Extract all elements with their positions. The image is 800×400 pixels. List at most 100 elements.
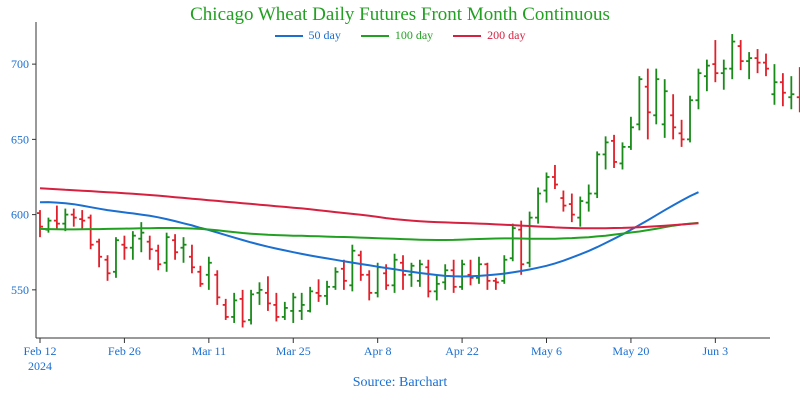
ohlc-bar-1 xyxy=(45,217,52,233)
ohlc-bar-15 xyxy=(163,232,170,272)
ohlc-bar-87 xyxy=(771,64,778,105)
ohlc-bar-43 xyxy=(400,255,406,290)
x-tick-label-5: Apr 22 xyxy=(445,344,479,358)
ohlc-bar-33 xyxy=(315,279,322,302)
ohlc-bar-44 xyxy=(408,262,415,287)
ohlc-bar-28 xyxy=(273,292,280,322)
ohlc-bar-88 xyxy=(779,73,786,107)
ohlc-bar-67 xyxy=(602,136,609,170)
ohlc-bar-6 xyxy=(87,214,94,250)
legend-item-50-day: 50 day xyxy=(274,28,341,43)
legend-swatch-200-day xyxy=(453,34,482,37)
ohlc-bar-73 xyxy=(653,68,660,125)
ohlc-bar-5 xyxy=(79,210,86,230)
ohlc-bar-59 xyxy=(535,187,542,224)
ohlc-bar-47 xyxy=(433,274,440,301)
ohlc-bar-37 xyxy=(349,244,356,292)
ohlc-bar-9 xyxy=(112,237,119,278)
ma-200-day-line xyxy=(39,187,699,230)
ohlc-bar-12 xyxy=(138,222,145,253)
ohlc-bar-84 xyxy=(746,52,753,80)
legend: 50 day 100 day 200 day xyxy=(0,28,800,43)
ohlc-bar-26 xyxy=(256,282,263,305)
ohlc-bar-35 xyxy=(332,267,339,290)
ohlc-bar-79 xyxy=(703,59,710,92)
legend-swatch-50-day xyxy=(274,34,303,37)
ohlc-bar-11 xyxy=(129,231,136,260)
ohlc-bar-10 xyxy=(121,235,128,260)
y-tick-label-550: 550 xyxy=(11,283,29,297)
ohlc-bar-8 xyxy=(104,255,111,281)
legend-item-200-day: 200 day xyxy=(453,28,525,43)
ohlc-bar-22 xyxy=(222,298,229,320)
x-tick-label-1: Feb 26 xyxy=(108,344,141,358)
ohlc-bar-17 xyxy=(180,237,187,263)
ohlc-bar-16 xyxy=(172,234,179,260)
ohlc-bar-13 xyxy=(146,235,153,260)
y-tick-label-600: 600 xyxy=(11,208,29,222)
ohlc-bar-64 xyxy=(577,196,584,227)
ohlc-bar-75 xyxy=(670,94,677,140)
ohlc-bar-30 xyxy=(290,292,297,323)
ohlc-bar-36 xyxy=(340,259,347,290)
ohlc-bar-46 xyxy=(425,259,432,298)
ohlc-bar-55 xyxy=(501,255,508,284)
ohlc-bar-4 xyxy=(70,208,77,227)
ohlc-bar-54 xyxy=(492,277,499,290)
ohlc-bar-34 xyxy=(324,280,331,305)
ohlc-bar-71 xyxy=(636,76,643,131)
ohlc-bar-86 xyxy=(763,53,769,77)
ohlc-bar-63 xyxy=(568,193,575,223)
ohlc-bar-61 xyxy=(551,164,558,190)
x-tick-label-4: Apr 8 xyxy=(364,344,392,358)
y-tick-label-650: 650 xyxy=(11,132,29,146)
chart-title: Chicago Wheat Daily Futures Front Month … xyxy=(190,4,610,25)
ohlc-bar-32 xyxy=(307,286,314,313)
ohlc-bar-76 xyxy=(678,119,685,147)
ohlc-bar-2 xyxy=(53,205,60,230)
ohlc-bar-0 xyxy=(37,210,43,238)
ohlc-bar-38 xyxy=(357,250,364,281)
ohlc-bar-19 xyxy=(197,265,204,287)
ohlc-bar-14 xyxy=(155,244,162,271)
ohlc-bar-51 xyxy=(467,259,474,286)
ohlc-bar-42 xyxy=(391,253,398,293)
x-tick-label-6: May 6 xyxy=(531,344,562,358)
x-tick-label-3: Mar 25 xyxy=(276,344,311,358)
ohlc-bar-23 xyxy=(231,292,238,323)
ma-100-day-line xyxy=(39,221,699,241)
legend-swatch-100-day xyxy=(360,34,389,37)
ohlc-bar-60 xyxy=(543,172,550,203)
x-tick-label-8: Jun 3 xyxy=(703,344,729,358)
legend-label-100-day: 100 day xyxy=(394,28,434,42)
ohlc-bar-78 xyxy=(695,68,702,110)
ohlc-bar-31 xyxy=(298,292,305,320)
ohlc-bar-57 xyxy=(518,220,525,275)
ohlc-bar-56 xyxy=(509,223,516,262)
ohlc-bar-29 xyxy=(281,301,288,320)
ohlc-bar-66 xyxy=(594,151,601,199)
legend-label-200-day: 200 day xyxy=(487,28,526,42)
ohlc-bar-62 xyxy=(560,190,567,212)
ohlc-bar-69 xyxy=(619,142,626,170)
x-tick-sublabel-0: 2024 xyxy=(28,359,52,373)
ohlc-bar-50 xyxy=(459,259,466,290)
ohlc-bar-3 xyxy=(62,208,69,232)
ohlc-bar-85 xyxy=(754,49,761,74)
ohlc-bar-18 xyxy=(188,244,195,274)
ohlc-bar-48 xyxy=(442,264,449,290)
ohlc-bar-83 xyxy=(737,40,744,71)
ohlc-bar-20 xyxy=(205,256,212,290)
ohlc-bar-24 xyxy=(239,289,246,328)
ohlc-bar-21 xyxy=(214,270,221,305)
source-note: Source: Barchart xyxy=(352,375,448,390)
ohlc-bar-74 xyxy=(661,79,668,138)
ohlc-bar-52 xyxy=(475,256,482,284)
ma-50-day-line xyxy=(39,191,699,278)
x-tick-label-7: May 20 xyxy=(612,344,649,358)
legend-label-50-day: 50 day xyxy=(308,28,341,42)
ohlc-bar-89 xyxy=(788,76,795,110)
y-tick-label-700: 700 xyxy=(11,57,29,71)
ohlc-bar-7 xyxy=(96,238,103,268)
